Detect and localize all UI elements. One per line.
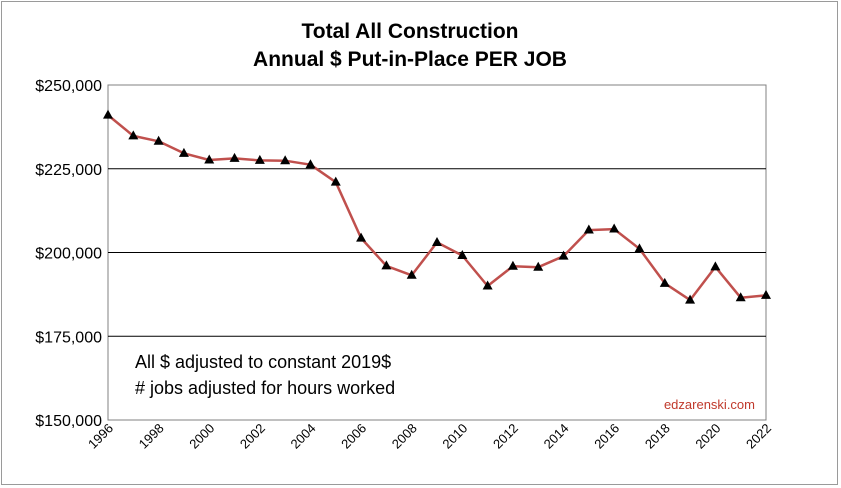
annotation-constant-dollars: All $ adjusted to constant 2019$ xyxy=(135,352,391,372)
x-tick-label-2002: 2002 xyxy=(237,421,268,452)
y-tick-label-225000: $225,000 xyxy=(35,162,102,179)
data-point-2009 xyxy=(432,236,442,246)
data-point-2007 xyxy=(381,260,392,270)
annotation-hours-worked: # jobs adjusted for hours worked xyxy=(135,378,395,398)
x-tick-label-2004: 2004 xyxy=(288,421,319,452)
y-tick-label-250000: $250,000 xyxy=(35,78,102,95)
data-point-2021 xyxy=(735,292,746,302)
data-point-2014 xyxy=(558,250,569,260)
data-point-2008 xyxy=(406,269,417,279)
data-point-2019 xyxy=(685,294,696,304)
x-tick-label-2012: 2012 xyxy=(490,421,521,452)
data-point-2004 xyxy=(305,159,316,169)
data-point-2017 xyxy=(634,243,645,253)
data-point-2022 xyxy=(761,289,771,299)
data-point-1996 xyxy=(103,109,113,119)
data-point-2010 xyxy=(457,250,468,260)
y-tick-label-200000: $200,000 xyxy=(35,246,102,263)
x-tick-label-2018: 2018 xyxy=(642,421,673,452)
y-tick-label-150000: $150,000 xyxy=(35,413,102,430)
x-tick-label-2020: 2020 xyxy=(692,421,723,452)
data-point-2000 xyxy=(204,154,215,164)
x-tick-label-2014: 2014 xyxy=(541,421,572,452)
data-point-2018 xyxy=(659,277,670,287)
data-point-2012 xyxy=(507,260,518,270)
x-axis-tick-labels: 1996 1998 2000 2002 2004 2006 2008 2010 2012 2014… xyxy=(85,421,774,452)
data-point-2011 xyxy=(482,280,493,290)
data-point-2015 xyxy=(583,224,594,234)
grid-lines xyxy=(108,168,766,337)
x-tick-label-2006: 2006 xyxy=(338,421,369,452)
data-point-1998 xyxy=(153,135,164,145)
x-tick-label-2016: 2016 xyxy=(591,421,622,452)
y-tick-label-175000: $175,000 xyxy=(35,329,102,346)
credit-label: edzarenski.com xyxy=(664,397,755,412)
data-point-1997 xyxy=(128,130,139,140)
data-point-2013 xyxy=(533,261,544,271)
data-point-2005 xyxy=(330,176,341,186)
x-tick-label-2010: 2010 xyxy=(439,421,470,452)
chart-title-line-2: Annual $ Put-in-Place PER JOB xyxy=(253,48,567,71)
x-tick-label-1998: 1998 xyxy=(136,421,167,452)
data-point-2002 xyxy=(254,154,265,164)
x-tick-label-2000: 2000 xyxy=(186,421,217,452)
data-point-2003 xyxy=(280,155,291,165)
data-point-2020 xyxy=(710,261,721,271)
chart-title-line-1: Total All Construction xyxy=(302,20,519,43)
data-point-2006 xyxy=(356,232,367,242)
y-axis-tick-labels: $150,000 $175,000 $200,000 $225,000 $250,000 xyxy=(35,78,102,430)
data-point-1999 xyxy=(178,147,189,157)
data-point-2016 xyxy=(609,223,620,233)
x-tick-label-2008: 2008 xyxy=(389,421,420,452)
series-markers xyxy=(103,109,771,304)
data-point-2001 xyxy=(229,152,240,162)
x-tick-label-2022: 2022 xyxy=(743,421,774,452)
